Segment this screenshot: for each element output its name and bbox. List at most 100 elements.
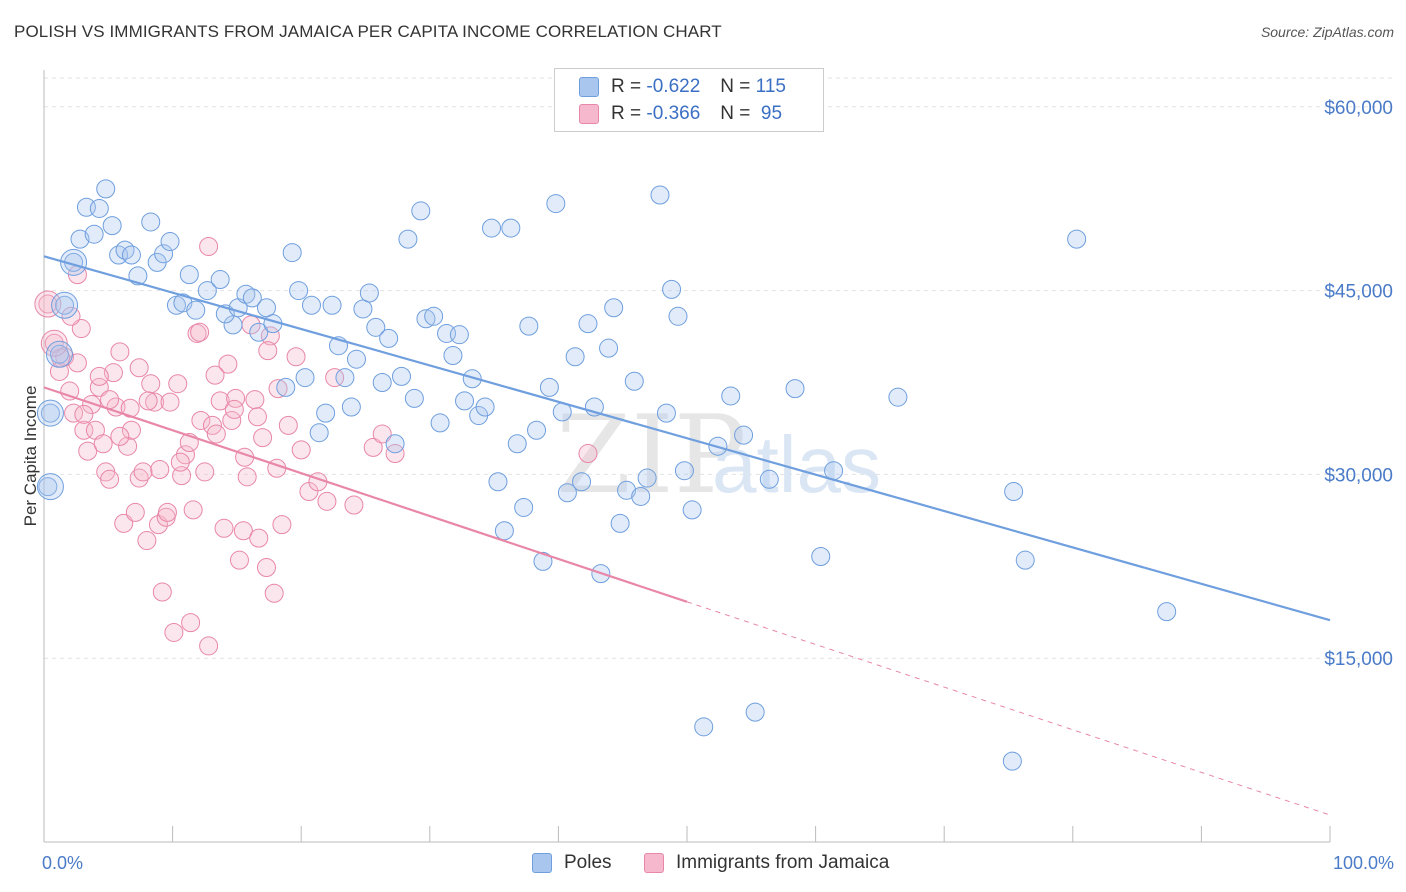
data-point bbox=[190, 322, 210, 342]
data-point bbox=[195, 462, 215, 482]
series-legend-jamaica[interactable]: Immigrants from Jamaica bbox=[644, 852, 889, 874]
data-point bbox=[60, 248, 88, 276]
data-point bbox=[100, 390, 120, 410]
data-point bbox=[565, 347, 585, 367]
data-point bbox=[363, 437, 383, 457]
series-legend: Poles Immigrants from Jamaica bbox=[0, 852, 1406, 878]
data-point bbox=[424, 306, 444, 326]
data-point bbox=[110, 342, 130, 362]
legend-r-value: -0.366 bbox=[646, 103, 701, 124]
data-point bbox=[258, 341, 278, 361]
data-point bbox=[168, 374, 188, 394]
data-point bbox=[462, 369, 482, 389]
data-point bbox=[392, 366, 412, 386]
series-poles-points bbox=[36, 179, 1177, 771]
legend-r-value: -0.622 bbox=[646, 76, 701, 97]
data-point bbox=[121, 420, 141, 440]
data-point bbox=[89, 377, 109, 397]
data-point bbox=[316, 403, 336, 423]
data-point bbox=[430, 413, 450, 433]
data-point bbox=[385, 434, 405, 454]
data-point bbox=[1004, 482, 1024, 502]
data-point bbox=[118, 436, 138, 456]
data-point bbox=[539, 377, 559, 397]
data-point bbox=[245, 390, 265, 410]
data-point bbox=[70, 229, 90, 249]
data-point bbox=[164, 622, 184, 642]
data-point bbox=[557, 483, 577, 503]
data-point bbox=[811, 546, 831, 566]
series-legend-poles[interactable]: Poles bbox=[532, 852, 612, 874]
data-point bbox=[1157, 602, 1177, 622]
data-point bbox=[154, 244, 174, 264]
trend-lines bbox=[43, 255, 1331, 816]
data-point bbox=[475, 397, 495, 417]
data-point bbox=[264, 583, 284, 603]
data-point bbox=[519, 316, 539, 336]
data-point bbox=[128, 266, 148, 286]
data-point bbox=[443, 346, 463, 366]
data-point bbox=[197, 281, 217, 301]
correlation-legend: R = -0.622 N = 115 R = -0.366 N = 95 bbox=[554, 68, 824, 132]
data-point bbox=[129, 358, 149, 378]
data-point bbox=[133, 462, 153, 482]
data-point bbox=[93, 434, 113, 454]
data-point bbox=[224, 399, 244, 419]
source-credit: Source: ZipAtlas.com bbox=[1260, 24, 1394, 40]
data-point bbox=[222, 410, 242, 430]
data-point bbox=[152, 582, 172, 602]
data-point bbox=[106, 397, 126, 417]
data-point bbox=[229, 550, 249, 570]
data-point bbox=[455, 391, 475, 411]
data-point bbox=[631, 486, 651, 506]
data-point bbox=[82, 395, 102, 415]
data-point bbox=[286, 347, 306, 367]
data-point bbox=[206, 424, 226, 444]
data-point bbox=[210, 391, 230, 411]
legend-row-poles: R = -0.622 N = 115 bbox=[579, 74, 786, 100]
data-point bbox=[637, 468, 657, 488]
legend-swatch-poles bbox=[579, 77, 599, 97]
data-point bbox=[527, 420, 547, 440]
data-point bbox=[501, 218, 521, 238]
data-point bbox=[40, 329, 68, 357]
data-point bbox=[668, 306, 688, 326]
data-point bbox=[49, 344, 69, 364]
data-point bbox=[291, 440, 311, 460]
data-point bbox=[121, 245, 141, 265]
data-point bbox=[662, 279, 682, 299]
data-point bbox=[141, 212, 161, 232]
data-point bbox=[36, 473, 64, 501]
data-point bbox=[89, 198, 109, 218]
x-tick-label-end: 100.0% bbox=[1333, 853, 1394, 873]
data-point bbox=[160, 232, 180, 252]
data-point bbox=[449, 325, 469, 345]
data-point bbox=[183, 500, 203, 520]
data-point bbox=[237, 467, 257, 487]
data-point bbox=[674, 461, 694, 481]
legend-row-jamaica: R = -0.366 N = 95 bbox=[579, 101, 782, 127]
data-point bbox=[74, 420, 94, 440]
data-point bbox=[272, 515, 292, 535]
data-point bbox=[253, 428, 273, 448]
data-point bbox=[759, 469, 779, 489]
data-point bbox=[317, 491, 337, 511]
data-point bbox=[84, 224, 104, 244]
data-point bbox=[353, 299, 373, 319]
data-point bbox=[372, 372, 392, 392]
data-point bbox=[624, 371, 644, 391]
series-legend-label: Poles bbox=[564, 852, 612, 873]
watermark-zip: ZIP bbox=[556, 393, 746, 518]
data-point bbox=[379, 328, 399, 348]
data-point bbox=[214, 518, 234, 538]
y-axis-label: Per Capita Income bbox=[21, 386, 40, 527]
legend-r-label: R = bbox=[611, 76, 642, 97]
legend-n-value: 95 bbox=[755, 103, 783, 124]
data-point bbox=[233, 521, 253, 541]
data-point bbox=[170, 452, 190, 472]
data-point bbox=[249, 322, 269, 342]
data-point bbox=[114, 513, 134, 533]
data-point bbox=[578, 314, 598, 334]
data-point bbox=[67, 353, 87, 373]
data-point bbox=[488, 472, 508, 492]
